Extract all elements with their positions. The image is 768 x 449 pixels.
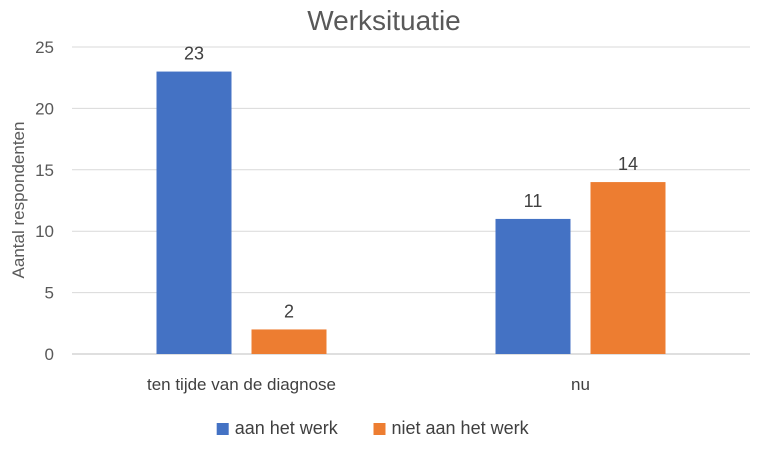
bar bbox=[590, 182, 666, 354]
data-label: 11 bbox=[524, 191, 543, 211]
x-axis-categories: ten tijde van de diagnose nu bbox=[147, 375, 590, 394]
data-label: 14 bbox=[618, 154, 638, 174]
y-tick-label: 15 bbox=[35, 161, 54, 180]
y-tick-label: 5 bbox=[45, 284, 54, 303]
data-label: 23 bbox=[184, 44, 204, 64]
y-tick-label: 25 bbox=[35, 38, 54, 57]
y-axis-label: Aantal respondenten bbox=[9, 122, 28, 279]
y-tick-label: 20 bbox=[35, 99, 54, 118]
category-label: nu bbox=[571, 375, 590, 394]
chart-title: Werksituatie bbox=[307, 5, 461, 36]
y-axis-ticks: 0 5 10 15 20 25 bbox=[35, 38, 54, 364]
legend-item: niet aan het werk bbox=[373, 418, 530, 438]
data-labels: 23 2 11 14 bbox=[184, 44, 638, 322]
legend-label: aan het werk bbox=[235, 418, 339, 438]
y-tick-label: 10 bbox=[35, 222, 54, 241]
data-label: 2 bbox=[284, 301, 294, 321]
legend-swatch bbox=[216, 423, 229, 435]
legend-label: niet aan het werk bbox=[392, 418, 530, 438]
bar bbox=[495, 218, 571, 354]
bar bbox=[156, 71, 232, 354]
bars bbox=[156, 71, 666, 354]
legend-swatch bbox=[373, 423, 386, 435]
bar bbox=[251, 329, 327, 354]
legend: aan het werk niet aan het werk bbox=[216, 418, 530, 438]
y-tick-label: 0 bbox=[45, 345, 54, 364]
legend-item: aan het werk bbox=[216, 418, 339, 438]
category-label: ten tijde van de diagnose bbox=[147, 375, 336, 394]
